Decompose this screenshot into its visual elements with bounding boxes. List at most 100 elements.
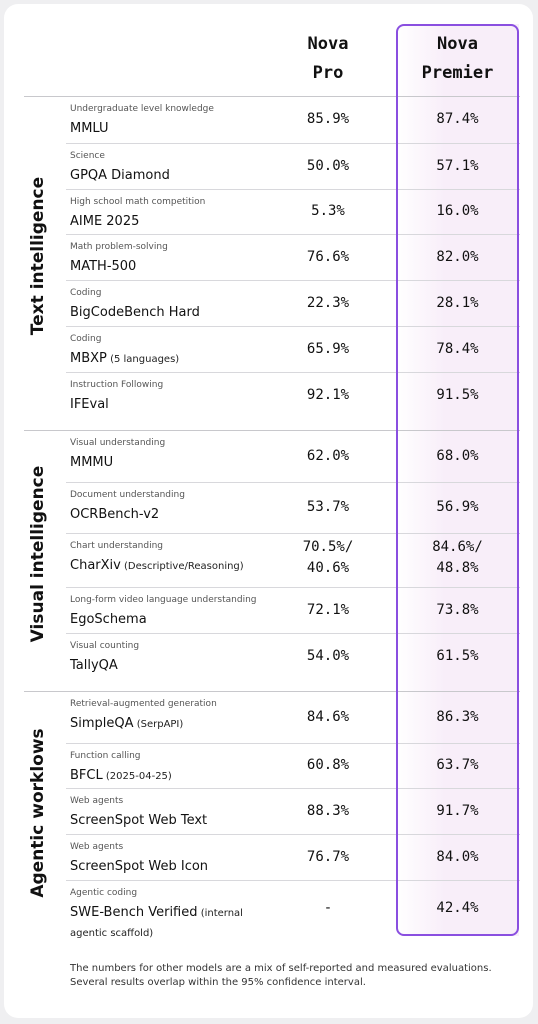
benchmark-name-text: CharXiv xyxy=(70,558,121,573)
nova-premier-score: 16.0% xyxy=(436,203,479,219)
benchmark-subtitle: (internal xyxy=(200,908,243,919)
benchmark-name: OCRBench-v2 xyxy=(70,507,159,522)
benchmark-category: High school math competition xyxy=(70,197,206,207)
benchmark-name: BigCodeBench Hard xyxy=(70,305,200,320)
benchmark-category: Agentic coding xyxy=(70,888,138,898)
nova-premier-score: 63.7% xyxy=(436,757,479,773)
nova-premier-score: 73.8% xyxy=(436,601,479,618)
nova-premier-score: 82.0% xyxy=(436,248,479,265)
benchmark-name: MATH-500 xyxy=(70,259,136,274)
footnote: The numbers for other models are a mix o… xyxy=(70,963,492,988)
column-header-line: Nova xyxy=(307,34,349,54)
row-divider xyxy=(66,326,520,327)
benchmark-name: ScreenSpot Web Text xyxy=(70,813,207,828)
nova-pro-score: 88.3% xyxy=(306,802,350,819)
section-label: Visual intelligence xyxy=(28,465,48,642)
benchmark-name: AIME 2025 xyxy=(70,214,139,229)
section-label: Agentic worklows xyxy=(28,727,48,898)
nova-premier-score: 68.0% xyxy=(436,447,479,464)
nova-premier-score: 61.5% xyxy=(436,647,479,664)
benchmark-name-text: AIME 2025 xyxy=(70,214,140,229)
row-divider xyxy=(66,880,520,881)
benchmark-category: Web agents xyxy=(70,796,124,806)
benchmark-name-text: SWE-Bench Verified xyxy=(70,905,198,920)
benchmark-name: BFCL (2025-04-25) xyxy=(70,768,172,783)
nova-pro-score: 22.3% xyxy=(306,294,350,311)
benchmark-category: Visual understanding xyxy=(70,438,166,448)
section-label: Text intelligence xyxy=(28,176,48,336)
benchmark-category: Instruction Following xyxy=(70,380,164,390)
benchmark-name: TallyQA xyxy=(70,658,118,673)
nova-premier-score: 84.6%/ 48.8% xyxy=(432,539,483,576)
benchmark-subtitle-continued: agentic scaffold) xyxy=(70,928,154,939)
benchmark-name: ScreenSpot Web Icon xyxy=(70,859,208,874)
row-divider xyxy=(66,482,520,483)
row-divider xyxy=(66,788,520,789)
nova-pro-score: 76.6% xyxy=(306,248,350,265)
benchmark-category: Coding xyxy=(70,288,102,298)
row-divider xyxy=(66,587,520,588)
nova-pro-score: 76.7% xyxy=(306,848,350,865)
benchmark-name-text: IFEval xyxy=(70,397,109,412)
benchmark-category: Science xyxy=(70,151,105,161)
column-header-line: Premier xyxy=(421,63,494,83)
column-header-line: Nova xyxy=(437,34,478,54)
column-header-nova-premier: Nova Premier xyxy=(396,30,519,88)
row-divider xyxy=(66,834,520,835)
benchmark-name-text: MMMU xyxy=(70,455,114,470)
row-divider xyxy=(66,143,520,144)
nova-pro-score: 85.9% xyxy=(306,111,350,127)
nova-pro-score: 92.1% xyxy=(306,386,350,403)
premier-column-highlight xyxy=(396,24,519,936)
premier-column-border xyxy=(396,24,519,936)
nova-premier-score: 87.4% xyxy=(436,111,479,127)
benchmark-name: SWE-Bench Verified (internal xyxy=(70,905,243,920)
nova-premier-score: 78.4% xyxy=(436,340,479,357)
nova-pro-score: 60.8% xyxy=(306,757,350,773)
section-divider xyxy=(24,430,520,431)
benchmark-name: MMMU xyxy=(70,455,113,470)
benchmark-name: EgoSchema xyxy=(70,612,147,627)
nova-pro-score: 62.0% xyxy=(306,447,350,464)
nova-premier-score: 86.3% xyxy=(436,708,479,725)
benchmark-category: Long-form video language understanding xyxy=(70,595,257,605)
benchmark-category: Chart understanding xyxy=(70,541,164,551)
benchmark-category: Web agents xyxy=(70,842,124,852)
benchmark-name: IFEval xyxy=(70,397,109,412)
row-divider xyxy=(66,633,520,634)
nova-premier-score: 91.5% xyxy=(436,386,479,403)
benchmark-name-line2: agentic scaffold) xyxy=(70,925,153,940)
nova-pro-score: 72.1% xyxy=(306,601,350,618)
benchmark-name-text: ScreenSpot Web Icon xyxy=(70,859,209,874)
nova-pro-score: 70.5%/ 40.6% xyxy=(302,539,354,576)
benchmark-name-text: BFCL xyxy=(70,768,103,783)
benchmark-name-text: MBXP xyxy=(70,351,107,366)
benchmark-name-text: MATH-500 xyxy=(70,259,137,274)
nova-pro-score: - xyxy=(323,899,333,916)
nova-pro-score: 50.0% xyxy=(306,157,350,174)
benchmark-category: Visual counting xyxy=(70,641,140,651)
section-divider xyxy=(24,691,520,692)
nova-pro-score: 65.9% xyxy=(306,340,350,357)
benchmark-name-text: EgoSchema xyxy=(70,612,147,627)
benchmark-category: Retrieval-augmented generation xyxy=(70,699,217,709)
benchmark-name: MMLU xyxy=(70,121,109,136)
nova-premier-score: 84.0% xyxy=(436,848,479,865)
benchmark-category: Document understanding xyxy=(70,490,185,500)
benchmark-name: GPQA Diamond xyxy=(70,168,170,183)
benchmark-category: Coding xyxy=(70,334,102,344)
benchmark-name-text: BigCodeBench Hard xyxy=(70,305,200,320)
row-divider xyxy=(66,280,520,281)
benchmark-subtitle: (2025-04-25) xyxy=(105,771,172,782)
nova-pro-score: 53.7% xyxy=(306,499,350,515)
row-divider xyxy=(66,234,520,235)
nova-pro-score: 5.3% xyxy=(311,203,345,219)
nova-premier-score: 42.4% xyxy=(436,899,479,916)
benchmark-name: SimpleQA (SerpAPI) xyxy=(70,716,183,731)
benchmark-name: MBXP (5 languages) xyxy=(70,351,179,366)
section-divider xyxy=(24,96,520,97)
benchmark-category: Undergraduate level knowledge xyxy=(70,104,214,114)
column-header-line: Pro xyxy=(312,63,344,83)
row-divider xyxy=(66,743,520,744)
nova-premier-score: 28.1% xyxy=(436,294,479,311)
